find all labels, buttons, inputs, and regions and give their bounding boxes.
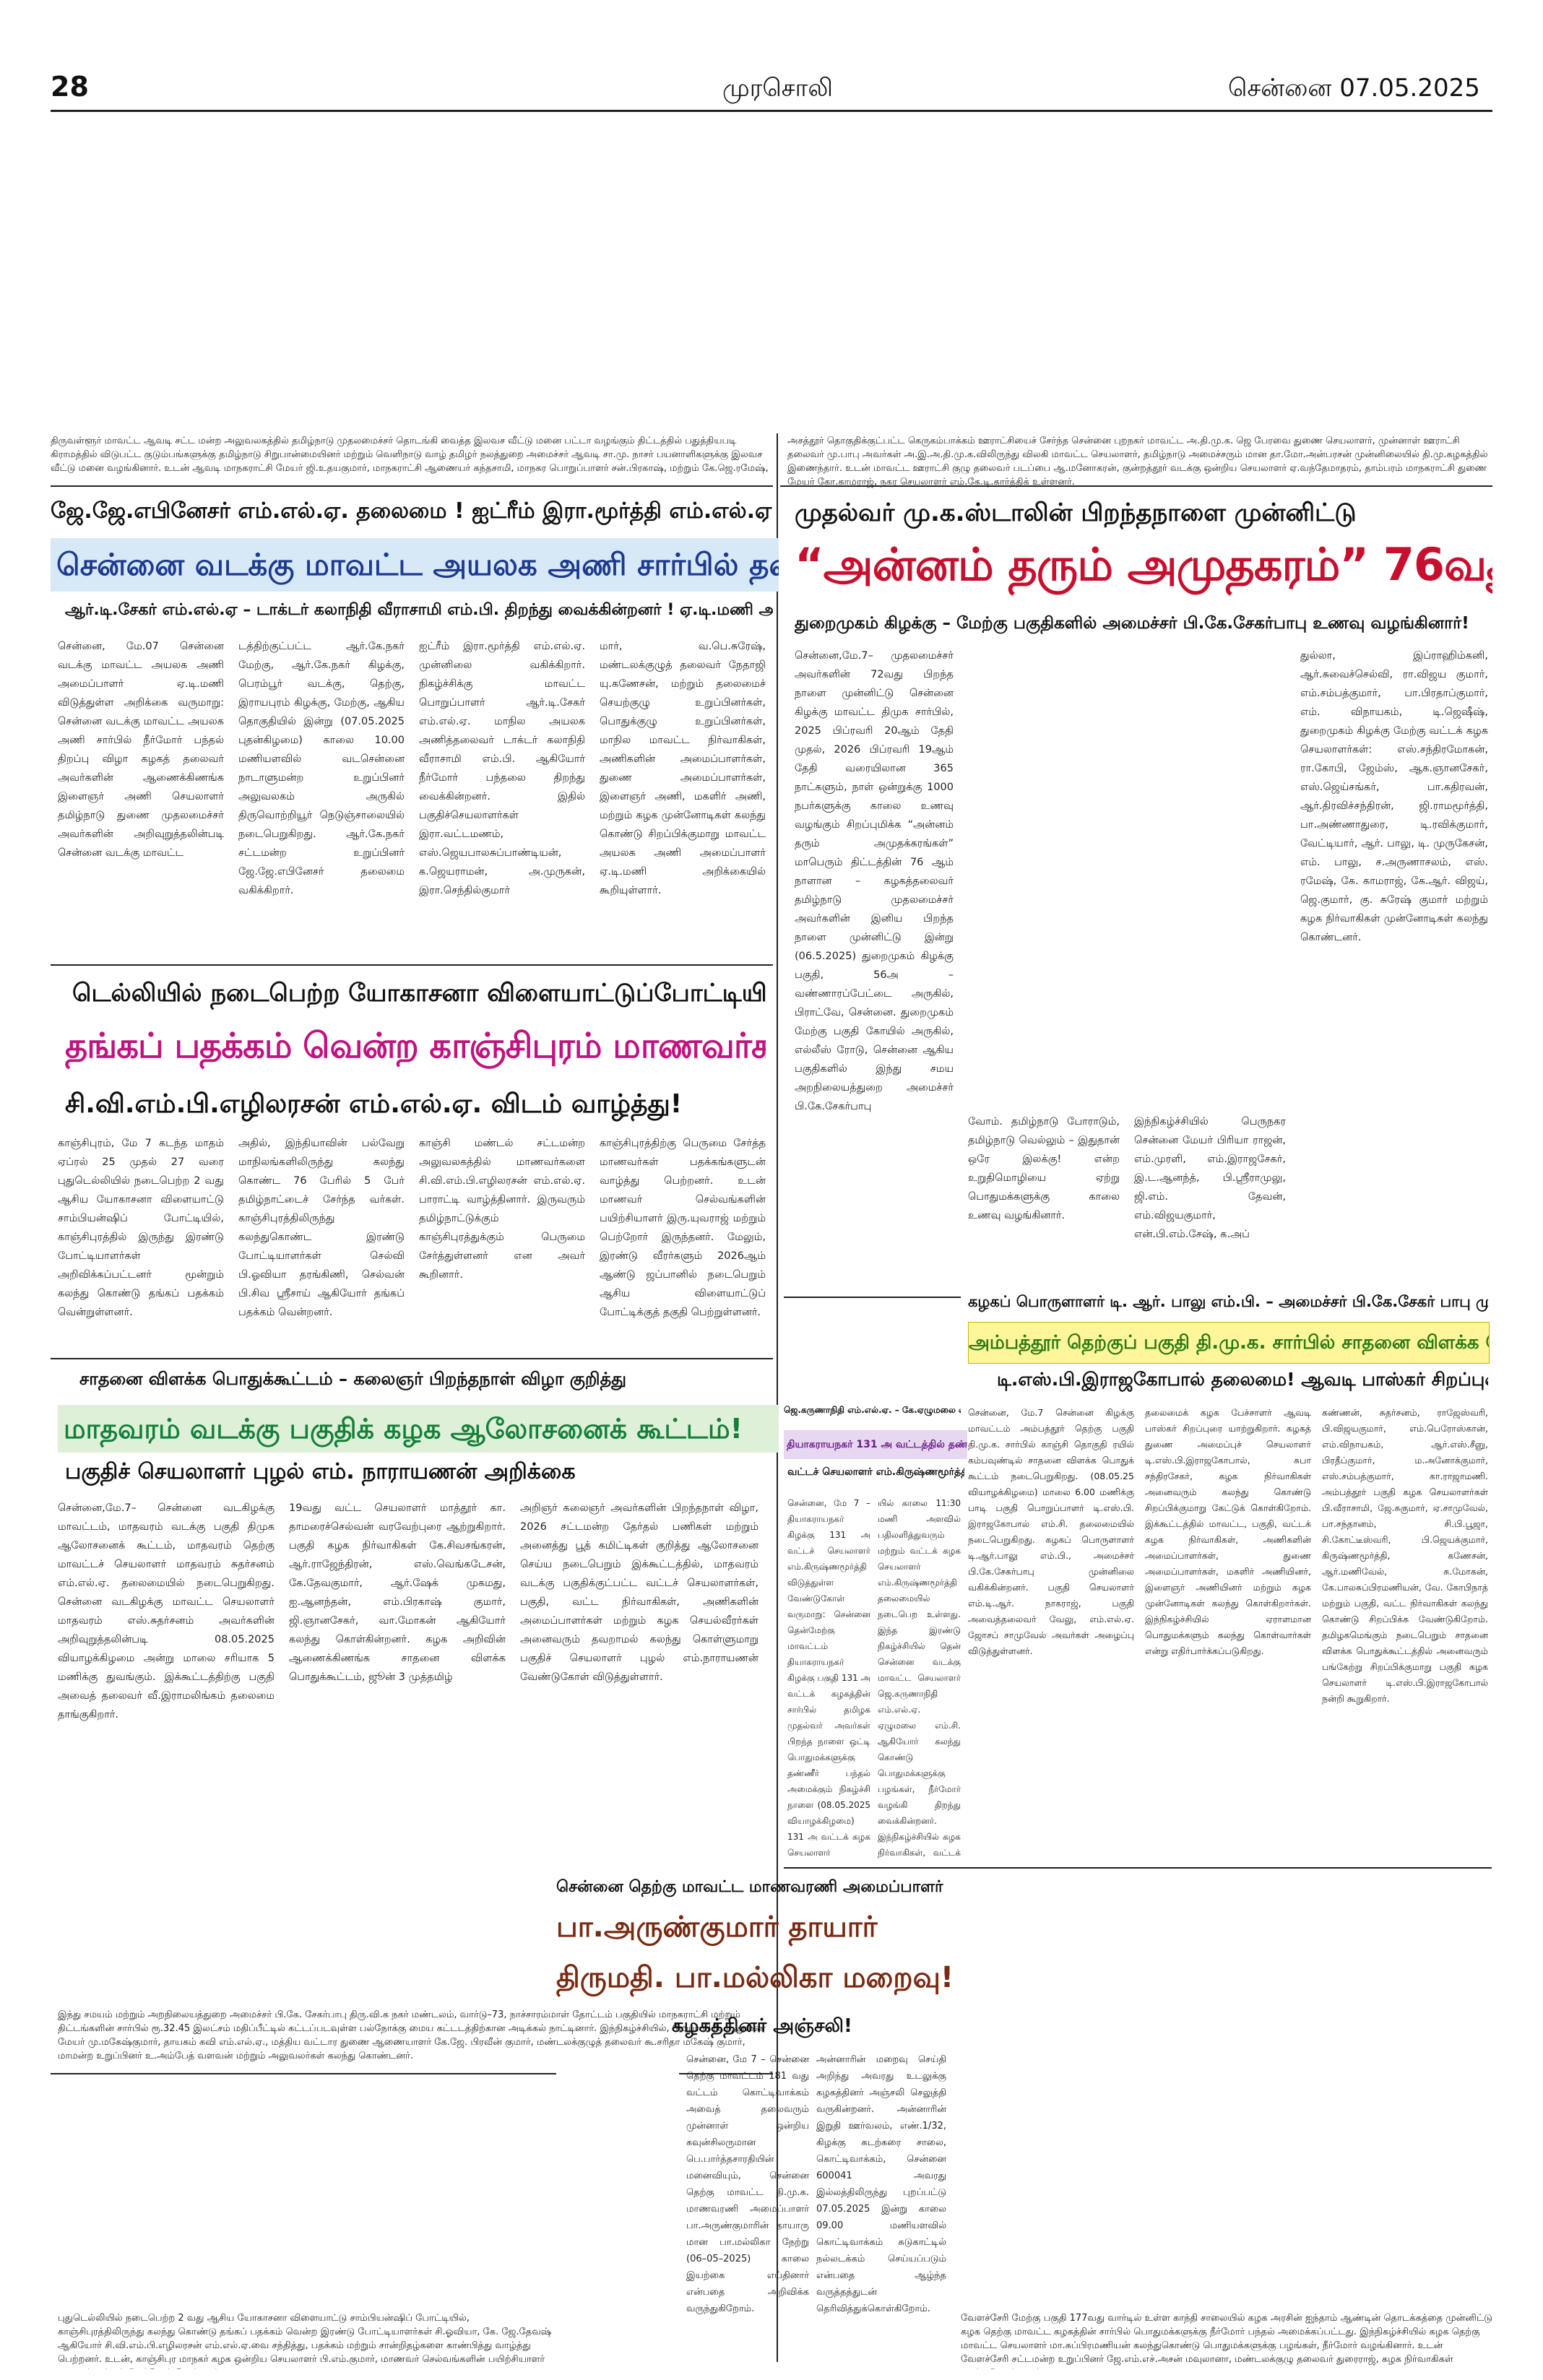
article-subhead: கழகத்தினர் அஞ்சலி!: [672, 2015, 852, 2037]
masthead-rule: [51, 110, 1492, 112]
article-headline: மாதவரம் வடக்கு பகுதிக் கழக ஆலோசனைக் கூட்…: [58, 1405, 779, 1453]
article-headline: தங்கப் பதக்கம் வென்ற காஞ்சிபுரம் மாணவர்க…: [65, 1026, 766, 1066]
article-column: கண்ணன், சுதர்சனம், ராஜேஸ்வரி, பி.விஜயகும…: [1322, 1407, 1488, 1704]
bottom-left-photo: [51, 2080, 556, 2347]
article-kicker: டெல்லியில் நடைபெற்ற யோகாசனா விளையாட்டுப்…: [72, 979, 766, 1008]
article-column: சென்னை, மே 7 – தியாகராயநகர் கிழக்கு 131 …: [787, 1498, 870, 1858]
article-column: இந்நிகழ்ச்சியில் பெருநகர சென்னை மேயர் பி…: [1134, 1116, 1286, 1240]
article-kicker: முதல்வர் மு.க.ஸ்டாலின் பிறந்தநாளை முன்னி…: [795, 498, 1357, 527]
article-column: 19வது வட்ட செயலாளர் மாத்தூர் கா. தாமரைச்…: [289, 1502, 506, 1683]
madhavaram-photo: [51, 1867, 773, 2004]
top-right-caption: அசத்தூர் தொகுதிக்குட்பட்ட கெருகம்பாக்கம்…: [787, 436, 1488, 488]
article-subhead: வட்டச் செயலாளர் எம்.கிருஷ்ணமூர்த்தி வேண்…: [787, 1466, 964, 1478]
article-column: சென்னை, மே 7 – சென்னை தெற்கு மாவட்டம் 18…: [686, 2054, 809, 2314]
article-column: அன்னாரின் மறைவு செய்தி அறிந்து அவரது உடல…: [816, 2054, 946, 2314]
article-column: அதில், இந்தியாவின் பல்வேறு மாநிலங்களிலிர…: [238, 1138, 405, 1318]
article-column: காஞ்சிபுரத்திற்கு பெருமை சேர்த்த மாணவர்க…: [600, 1138, 766, 1318]
article-column: துல்லா, இப்ராஹிம்கனி, ஆர்.சுவைச்செல்வி, …: [1300, 650, 1488, 943]
divider: [51, 964, 773, 966]
page-date: சென்னை 07.05.2025: [1228, 74, 1480, 103]
divider: [51, 1358, 773, 1359]
bottom-right-photo: [961, 1878, 1492, 2304]
annam-photo: [968, 646, 1286, 1102]
article-column: அறிஞர் கலைஞர் அவர்களின் பிறந்தநாள் விழா,…: [520, 1502, 758, 1683]
top-left-photo: [51, 116, 773, 426]
divider: [784, 1867, 1492, 1869]
divider: [51, 485, 773, 487]
paper-name: முரசொலி: [722, 74, 833, 103]
article-column: சென்னை,மே.7– சென்னை வடகிழக்கு மாவட்டம், …: [58, 1502, 275, 1721]
top-left-caption: திருவள்ளூர் மாவட்ட ஆவடி சட்ட மன்ற அலுவலக…: [51, 436, 769, 477]
article-kicker: ஜெ.கருணாநிதி எம்.எல்.ஏ. – கே.ஏழுமலை எம்.…: [784, 1405, 961, 1415]
article-headline: தியாகராயநகர் 131 அ வட்டத்தில் தண்ணீர் பந…: [784, 1430, 967, 1459]
article-kicker: கழகப் பொருளாளர் டி. ஆர். பாலு எம்.பி. – …: [968, 1293, 1488, 1310]
article-subhead: ஆர்.டி.சேகர் எம்.எல்.ஏ – டாக்டர் கலாநிதி…: [65, 601, 773, 619]
article-subhead: துறைமுகம் கிழக்கு – மேற்கு பகுதிகளில் அம…: [795, 614, 1469, 633]
article-headline: பா.அருண்குமார் தாயார்: [556, 1911, 878, 1944]
column-divider: [777, 433, 778, 2362]
article-column: காஞ்சி மண்டல் சட்டமன்ற அலுவலகத்தில் மாணவ…: [419, 1138, 585, 1281]
divider: [780, 485, 1492, 487]
divider: [784, 1297, 961, 1298]
article-subhead: பகுதிச் செயலாளர் புழல் எம். நாராயணன் அறி…: [65, 1459, 576, 1484]
bottom-left-caption: புதுடெல்லியில் நடைபெற்ற 2 வது ஆசிய யோகாச…: [58, 2313, 552, 2369]
divider: [51, 2073, 773, 2074]
article-kicker: ஜே.ஜே.எபினேசர் எம்.எல்.ஏ. தலைமை ! ஐட்ரீம…: [51, 498, 773, 524]
article-column: யில் காலை 11:30 மணி அளவில் பதிலளித்துவரு…: [878, 1498, 961, 1858]
bottom-right-caption: வேளச்சேரி மேற்கு பகுதி 177வது வார்டில் உ…: [961, 2313, 1492, 2369]
article-headline: திருமதி. பா.மல்லிகா மறைவு!: [556, 1961, 954, 1994]
article-column: வோம். தமிழ்நாடு போராடும், தமிழ்நாடு வெல்…: [968, 1116, 1120, 1221]
article-kicker: சாதனை விளக்க பொதுக்கூட்டம் – கலைஞர் பிறந…: [79, 1369, 627, 1389]
article-column: ஐட்ரீம் இரா.மூர்த்தி எம்.எல்.ஏ. முன்னிலை…: [419, 641, 585, 896]
madhavaram-caption: இந்து சமயம் மற்றும் அறநிலையத்துறை அமைச்ச…: [58, 2009, 766, 2061]
article-subhead: டி.எஸ்.பி.இராஜகோபால் தலைமை! ஆவடி பாஸ்கர்…: [997, 1369, 1488, 1390]
article-column: காஞ்சிபுரம், மே 7 கடந்த மாதம் ஏப்ரல் 25 …: [58, 1138, 224, 1318]
article-subhead: சி.வி.எம்.பி.எழிலரசன் எம்.எல்.ஏ. விடம் வ…: [65, 1089, 683, 1119]
top-right-photo: [780, 116, 1492, 426]
article-headline: சென்னை வடக்கு மாவட்ட அயலக அணி சார்பில் த…: [51, 538, 779, 592]
article-column: சென்னை, மே.7 சென்னை கிழக்கு மாவட்டம் அம்…: [968, 1407, 1134, 1656]
article-column: டத்திற்குட்பட்ட ஆர்.கே.நகர் மேற்கு, ஆர்.…: [238, 641, 405, 896]
page-number: 28: [51, 71, 89, 103]
article-column: மார், வ.பெ.சுரேஷ், மண்டலக்குழுத் தலைவர் …: [600, 641, 766, 896]
article-headline: அம்பத்தூர் தெற்குப் பகுதி தி.மு.க. சார்ப…: [968, 1322, 1490, 1364]
article-column: சென்னை,மே.7– முதலமைச்சர் அவர்களின் 72வது…: [795, 650, 954, 1112]
article-kicker: சென்னை தெற்கு மாவட்ட மாணவரணி அமைப்பாளர்: [556, 1878, 943, 1896]
article-column: தலைமைக் கழக பேச்சாளர் ஆவடி பாஸ்கர் சிறப்…: [1145, 1407, 1311, 1656]
article-column: சென்னை, மே.07 சென்னை வடக்கு மாவட்ட அயலக …: [58, 641, 224, 859]
obituary-photo: [556, 2051, 679, 2203]
